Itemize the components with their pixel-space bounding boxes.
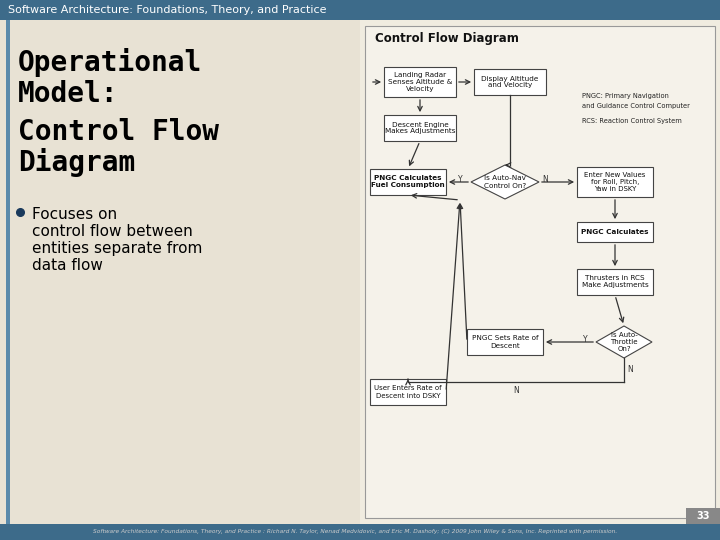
Text: Enter New Values
for Roll, Pitch,
Yaw in DSKY: Enter New Values for Roll, Pitch, Yaw in…: [585, 172, 646, 192]
Text: and Guidance Control Computer: and Guidance Control Computer: [582, 103, 690, 109]
Bar: [0, 20, 355, 524]
Text: Descent Engine
Makes Adjustments: Descent Engine Makes Adjustments: [384, 122, 455, 134]
Bar: [577, 269, 653, 295]
Text: Focuses on: Focuses on: [32, 207, 117, 222]
Text: PNGC: Primary Navigation: PNGC: Primary Navigation: [582, 93, 669, 99]
Text: Y: Y: [459, 174, 463, 184]
Text: PNGC Calculates
Fuel Consumption: PNGC Calculates Fuel Consumption: [371, 176, 445, 188]
Bar: [360, 20, 720, 524]
Polygon shape: [596, 326, 652, 358]
Text: Model:: Model:: [18, 80, 119, 108]
Text: Thrusters in RCS
Make Adjustments: Thrusters in RCS Make Adjustments: [582, 275, 649, 288]
Bar: [365, 26, 715, 518]
Text: Diagram: Diagram: [18, 148, 135, 177]
Text: PNGC Calculates: PNGC Calculates: [581, 229, 649, 235]
Polygon shape: [471, 165, 539, 199]
Bar: [370, 379, 446, 405]
Bar: [467, 329, 543, 355]
Bar: [370, 169, 446, 195]
Text: Y: Y: [583, 334, 588, 343]
Bar: [577, 222, 653, 242]
Text: User Enters Rate of
Descent into DSKY: User Enters Rate of Descent into DSKY: [374, 386, 442, 399]
Text: 33: 33: [696, 511, 710, 521]
Bar: [577, 167, 653, 197]
Text: Operational: Operational: [18, 48, 202, 77]
Bar: [384, 115, 456, 141]
Text: Software Architecture: Foundations, Theory, and Practice : Richard N. Taylor, Ne: Software Architecture: Foundations, Theo…: [93, 530, 617, 535]
Text: entities separate from: entities separate from: [32, 241, 202, 256]
Bar: [0, 0, 720, 20]
Bar: [474, 69, 546, 95]
Text: Is Auto-
Throttle
On?: Is Auto- Throttle On?: [611, 332, 638, 352]
Text: control flow between: control flow between: [32, 224, 193, 239]
Bar: [6, 20, 10, 524]
Text: data flow: data flow: [32, 258, 103, 273]
Text: N: N: [542, 174, 548, 184]
Text: PNGC Sets Rate of
Descent: PNGC Sets Rate of Descent: [472, 335, 539, 348]
Text: Is Auto-Nav
Control On?: Is Auto-Nav Control On?: [484, 176, 526, 188]
Text: N: N: [627, 366, 633, 375]
Text: N: N: [513, 386, 519, 395]
Bar: [686, 508, 720, 524]
Text: Landing Radar
Senses Altitude &
Velocity: Landing Radar Senses Altitude & Velocity: [388, 72, 452, 92]
Bar: [0, 524, 720, 540]
Text: Control Flow: Control Flow: [18, 118, 219, 146]
Text: Control Flow Diagram: Control Flow Diagram: [375, 32, 519, 45]
Text: Display Altitude
and Velocity: Display Altitude and Velocity: [481, 76, 539, 89]
Bar: [384, 67, 456, 97]
Text: Software Architecture: Foundations, Theory, and Practice: Software Architecture: Foundations, Theo…: [8, 5, 326, 15]
Text: RCS: Reaction Control System: RCS: Reaction Control System: [582, 118, 682, 124]
